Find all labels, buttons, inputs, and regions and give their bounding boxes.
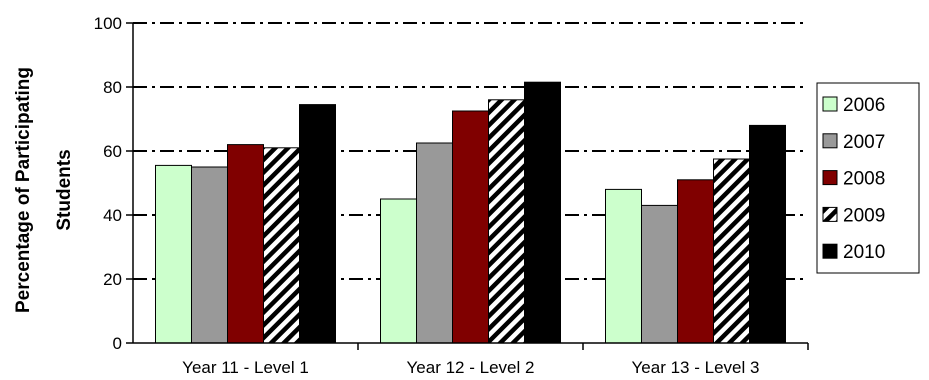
y-tick-labels: 0 20 40 60 80 100 — [94, 14, 122, 353]
legend-label-2006: 2006 — [843, 95, 885, 116]
y-axis-label-line-2: Students — [54, 149, 75, 230]
bar-2010-1 — [299, 104, 336, 344]
bar-2009-3 — [713, 158, 750, 344]
y-tick-label-60: 60 — [103, 142, 122, 161]
bars — [155, 81, 786, 344]
legend-swatch-2009 — [822, 206, 838, 222]
bar-2009-1 — [263, 147, 300, 344]
bar-2007-3 — [641, 204, 678, 344]
legend-swatch-2007 — [822, 133, 838, 149]
x-tick-label-3: Year 13 - Level 3 — [632, 358, 760, 377]
axes — [126, 22, 809, 350]
bar-2009-2 — [488, 99, 525, 344]
legend-label-2007: 2007 — [843, 132, 885, 153]
bar-2007-1 — [191, 166, 228, 344]
bar-2006-3 — [605, 188, 642, 344]
y-tick-label-100: 100 — [94, 14, 122, 33]
bar-2010-3 — [749, 124, 786, 344]
legend-swatch-2006 — [822, 96, 838, 112]
x-tick-label-1: Year 11 - Level 1 — [182, 358, 309, 377]
bar-2010-2 — [524, 81, 561, 344]
x-tick-labels: Year 11 - Level 1 Year 12 - Level 2 Year 1… — [182, 358, 759, 377]
y-tick-label-20: 20 — [103, 270, 122, 289]
legend-swatch-2010 — [822, 243, 838, 259]
bar-2006-1 — [155, 164, 192, 344]
bar-2006-2 — [380, 198, 417, 344]
bar-2008-2 — [452, 110, 489, 344]
y-axis-label-line-1: Percentage of Participating — [13, 67, 34, 313]
y-tick-label-80: 80 — [103, 78, 122, 97]
legend: 2006 2007 2008 2009 2010 — [816, 82, 920, 274]
bar-2008-1 — [227, 144, 264, 344]
y-tick-label-0: 0 — [113, 334, 122, 353]
legend-label-2010: 2010 — [843, 242, 885, 263]
x-tick-label-2: Year 12 - Level 2 — [407, 358, 535, 377]
legend-label-2009: 2009 — [843, 205, 885, 226]
legend-label-2008: 2008 — [843, 169, 885, 190]
y-tick-label-40: 40 — [103, 206, 122, 225]
bar-2008-3 — [677, 179, 714, 344]
bar-2007-2 — [416, 142, 453, 344]
legend-swatch-2008 — [822, 170, 838, 186]
